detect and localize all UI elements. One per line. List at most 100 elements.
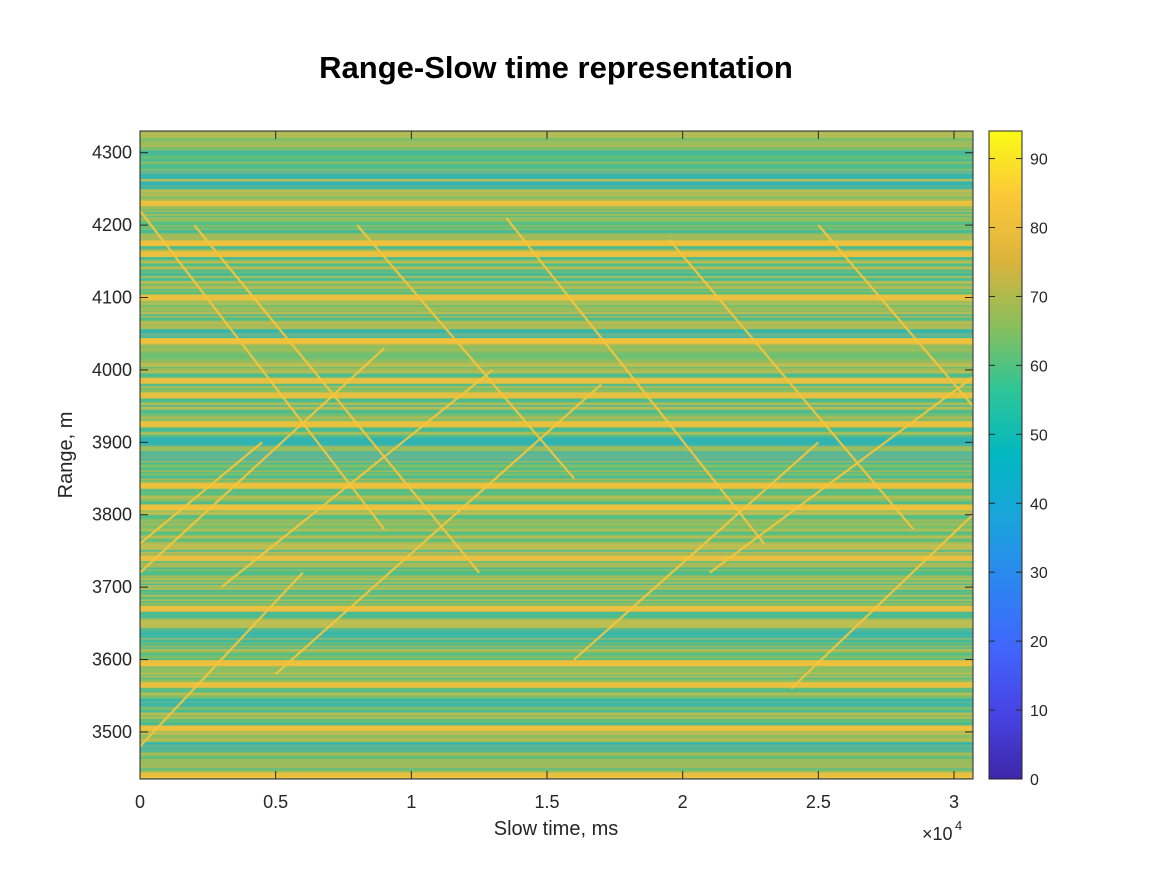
texture-stripe	[140, 642, 973, 645]
texture-stripe	[140, 540, 973, 543]
texture-stripe	[140, 154, 973, 157]
texture-stripe	[140, 570, 973, 573]
colorbar-tick-label: 40	[1030, 496, 1048, 513]
texture-stripe	[140, 579, 973, 583]
texture-stripe	[140, 584, 973, 587]
texture-stripe	[140, 430, 973, 433]
texture-stripe	[140, 199, 973, 202]
texture-stripe	[140, 291, 973, 294]
texture-stripe	[140, 266, 973, 269]
texture-stripe	[140, 446, 973, 449]
x-axis: 0 0.5 1 1.5 2 2.5 3	[135, 131, 959, 812]
y-tick-label: 4100	[92, 288, 132, 308]
texture-stripe	[140, 471, 973, 474]
texture-stripe	[140, 267, 973, 270]
texture-stripe	[140, 309, 973, 312]
colorbar-tick-label: 50	[1030, 427, 1048, 444]
texture-stripe	[140, 460, 973, 463]
texture-stripe	[140, 133, 973, 137]
texture-stripe	[140, 764, 973, 767]
texture-stripe	[140, 696, 973, 699]
texture-stripe	[140, 368, 973, 371]
texture-stripe	[140, 143, 973, 146]
texture-stripe	[140, 626, 973, 629]
texture-stripe	[140, 360, 973, 363]
texture-stripe	[140, 356, 973, 360]
texture-stripe	[140, 237, 973, 240]
texture-stripe	[140, 131, 973, 133]
texture-stripe	[140, 581, 973, 584]
texture-stripe	[140, 715, 973, 718]
texture-stripe	[140, 619, 973, 622]
texture-stripe	[140, 618, 973, 621]
texture-stripe	[140, 138, 973, 141]
texture-stripe	[140, 226, 973, 229]
texture-stripe	[140, 751, 973, 755]
texture-stripe	[140, 328, 973, 331]
texture-stripe	[140, 213, 973, 216]
texture-stripe	[140, 326, 973, 329]
texture-stripe	[140, 560, 973, 563]
colorbar-tick-label: 60	[1030, 358, 1048, 375]
plot-frame	[139, 130, 974, 780]
texture-stripe	[140, 675, 973, 678]
texture-stripe	[140, 192, 973, 196]
texture-stripe	[140, 305, 973, 309]
texture-stripe	[140, 640, 973, 643]
texture-stripe	[140, 766, 973, 769]
texture-stripe	[140, 277, 973, 280]
x-tick-label: 2.5	[806, 792, 831, 812]
texture-stripe	[140, 210, 973, 213]
diagonal-track	[140, 571, 304, 748]
texture-stripe	[140, 734, 973, 737]
diagonal-track	[573, 441, 820, 661]
range-bands	[140, 131, 973, 779]
texture-stripe	[140, 211, 973, 215]
texture-stripe	[140, 532, 973, 535]
texture-stripe	[140, 221, 973, 224]
texture-stripe	[140, 145, 973, 148]
y-tick-label: 3800	[92, 505, 132, 525]
texture-stripe	[140, 492, 973, 495]
x-axis-label: Slow time, ms	[494, 818, 618, 840]
texture-stripe	[140, 197, 973, 200]
bright-range-band	[140, 377, 973, 384]
texture-stripe	[140, 256, 973, 259]
texture-stripe	[140, 769, 973, 772]
texture-stripe	[140, 622, 973, 626]
texture-stripe	[140, 465, 973, 468]
colorbar-tick-label: 70	[1030, 289, 1048, 306]
texture-stripe	[140, 406, 973, 409]
texture-stripe	[140, 565, 973, 568]
y-axis: 3500 3600 3700 3800 3900 4000 4100 4200 4300	[92, 143, 973, 742]
texture-stripe	[140, 536, 973, 540]
colorbar-tick-label: 10	[1030, 703, 1048, 720]
dim-range-band	[140, 629, 973, 639]
bright-range-band	[140, 251, 973, 257]
texture-stripe	[140, 613, 973, 616]
texture-stripe	[140, 771, 973, 774]
texture-stripe	[140, 302, 973, 305]
texture-stripe	[140, 595, 973, 599]
texture-stripe	[140, 194, 973, 197]
texture-stripe	[140, 401, 973, 404]
chart-title: Range-Slow time representation	[319, 50, 793, 85]
texture-stripe	[140, 313, 973, 317]
texture-stripe	[140, 527, 973, 530]
texture-stripe	[140, 371, 973, 374]
texture-stripe	[140, 275, 973, 278]
texture-stripe	[140, 223, 973, 226]
texture-stripe	[140, 718, 973, 721]
texture-stripe	[140, 541, 973, 544]
texture-stripe	[140, 493, 973, 497]
texture-stripe	[140, 548, 973, 551]
texture-stripe	[140, 160, 973, 164]
texture-stripe	[140, 219, 973, 223]
texture-stripe	[140, 611, 973, 614]
texture-stripe	[140, 245, 973, 248]
texture-stripe	[140, 571, 973, 575]
texture-stripe	[140, 463, 973, 466]
texture-stripe	[140, 530, 973, 533]
texture-stripe	[140, 364, 973, 368]
texture-stripe	[140, 651, 973, 654]
